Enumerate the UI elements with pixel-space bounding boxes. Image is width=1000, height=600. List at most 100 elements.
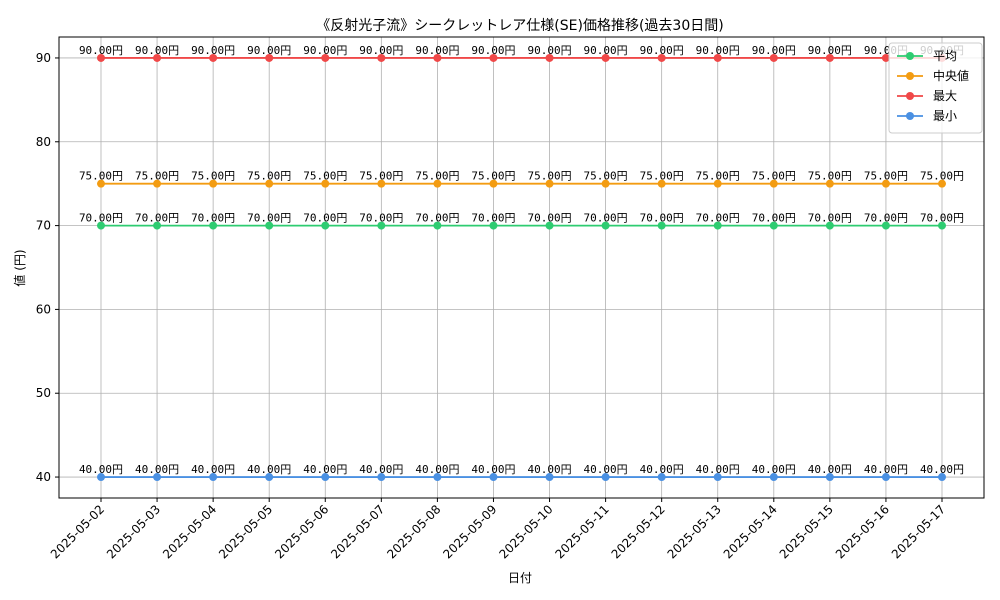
data-point (209, 179, 218, 188)
data-point (377, 179, 386, 188)
data-point (601, 473, 610, 482)
data-point (153, 473, 162, 482)
data-label: 70.00円 (303, 212, 347, 225)
data-point (97, 53, 105, 62)
data-point (601, 53, 610, 62)
x-axis-label: 日付 (508, 571, 532, 585)
data-label: 40.00円 (303, 463, 347, 476)
legend-marker (906, 112, 914, 120)
data-label: 40.00円 (920, 463, 964, 476)
data-point (713, 53, 722, 62)
x-tick-label: 2025-05-16 (833, 502, 892, 561)
data-label: 40.00円 (527, 463, 571, 476)
data-point (377, 473, 386, 482)
data-point (881, 179, 890, 188)
data-label: 75.00円 (864, 170, 908, 183)
y-tick-label: 50 (36, 386, 51, 400)
data-point (657, 53, 666, 62)
data-label: 90.00円 (135, 44, 179, 57)
x-tick-label: 2025-05-06 (272, 502, 331, 561)
x-tick-label: 2025-05-12 (609, 502, 668, 561)
data-label: 90.00円 (640, 44, 684, 57)
data-label: 75.00円 (640, 170, 684, 183)
series-layer (97, 53, 946, 482)
data-label: 90.00円 (359, 44, 403, 57)
data-point (713, 473, 722, 482)
data-label: 75.00円 (808, 170, 852, 183)
data-label: 90.00円 (247, 44, 291, 57)
data-point (433, 473, 442, 482)
data-point (209, 53, 218, 62)
data-point (97, 473, 105, 482)
data-label: 75.00円 (135, 170, 179, 183)
data-label: 90.00円 (471, 44, 515, 57)
data-label: 70.00円 (527, 212, 571, 225)
data-label: 70.00円 (808, 212, 852, 225)
data-point (321, 221, 330, 230)
data-label: 70.00円 (640, 212, 684, 225)
data-label: 40.00円 (864, 463, 908, 476)
x-tick-label: 2025-05-02 (48, 502, 107, 561)
data-label: 70.00円 (79, 212, 123, 225)
data-point (321, 473, 330, 482)
data-point (769, 221, 778, 230)
data-label: 75.00円 (191, 170, 235, 183)
data-point (881, 221, 890, 230)
data-label: 90.00円 (415, 44, 459, 57)
y-tick-label: 80 (36, 135, 51, 149)
data-point (825, 53, 834, 62)
legend-label: 中央値 (933, 68, 969, 83)
data-point (938, 473, 946, 482)
data-point (209, 473, 218, 482)
legend-marker (906, 92, 914, 100)
data-point (601, 179, 610, 188)
data-point (153, 221, 162, 230)
data-point (657, 221, 666, 230)
data-label: 75.00円 (471, 170, 515, 183)
data-label: 90.00円 (527, 44, 571, 57)
data-label: 90.00円 (584, 44, 628, 57)
x-tick-label: 2025-05-05 (216, 502, 275, 561)
x-tick-label: 2025-05-13 (665, 502, 724, 561)
data-point (545, 179, 554, 188)
data-point (825, 221, 834, 230)
data-label: 40.00円 (415, 463, 459, 476)
data-point (769, 473, 778, 482)
data-point (265, 179, 274, 188)
data-point (657, 179, 666, 188)
data-label: 40.00円 (79, 463, 123, 476)
data-label: 75.00円 (527, 170, 571, 183)
data-point (881, 473, 890, 482)
data-point (97, 221, 105, 230)
x-tick-label: 2025-05-11 (553, 502, 612, 561)
y-tick-label: 40 (36, 470, 51, 484)
data-label: 75.00円 (584, 170, 628, 183)
data-point (153, 53, 162, 62)
data-label: 75.00円 (415, 170, 459, 183)
data-label: 70.00円 (471, 212, 515, 225)
data-label: 75.00円 (359, 170, 403, 183)
data-label: 90.00円 (303, 44, 347, 57)
y-tick-label: 90 (36, 51, 51, 65)
chart-title: 《反射光子流》シークレットレア仕様(SE)価格推移(過去30日間) (316, 18, 723, 34)
data-label: 75.00円 (752, 170, 796, 183)
data-point (377, 221, 386, 230)
data-point (545, 221, 554, 230)
y-tick-label: 70 (36, 219, 51, 233)
data-point (545, 473, 554, 482)
data-point (321, 179, 330, 188)
data-point (97, 179, 105, 188)
plot-frame (58, 36, 985, 499)
data-label: 75.00円 (920, 170, 964, 183)
data-point (545, 53, 554, 62)
data-label: 70.00円 (920, 212, 964, 225)
data-label: 40.00円 (696, 463, 740, 476)
data-point (657, 473, 666, 482)
data-point (769, 53, 778, 62)
data-point (209, 221, 218, 230)
data-label: 40.00円 (808, 463, 852, 476)
grid (59, 37, 984, 498)
data-label: 40.00円 (135, 463, 179, 476)
